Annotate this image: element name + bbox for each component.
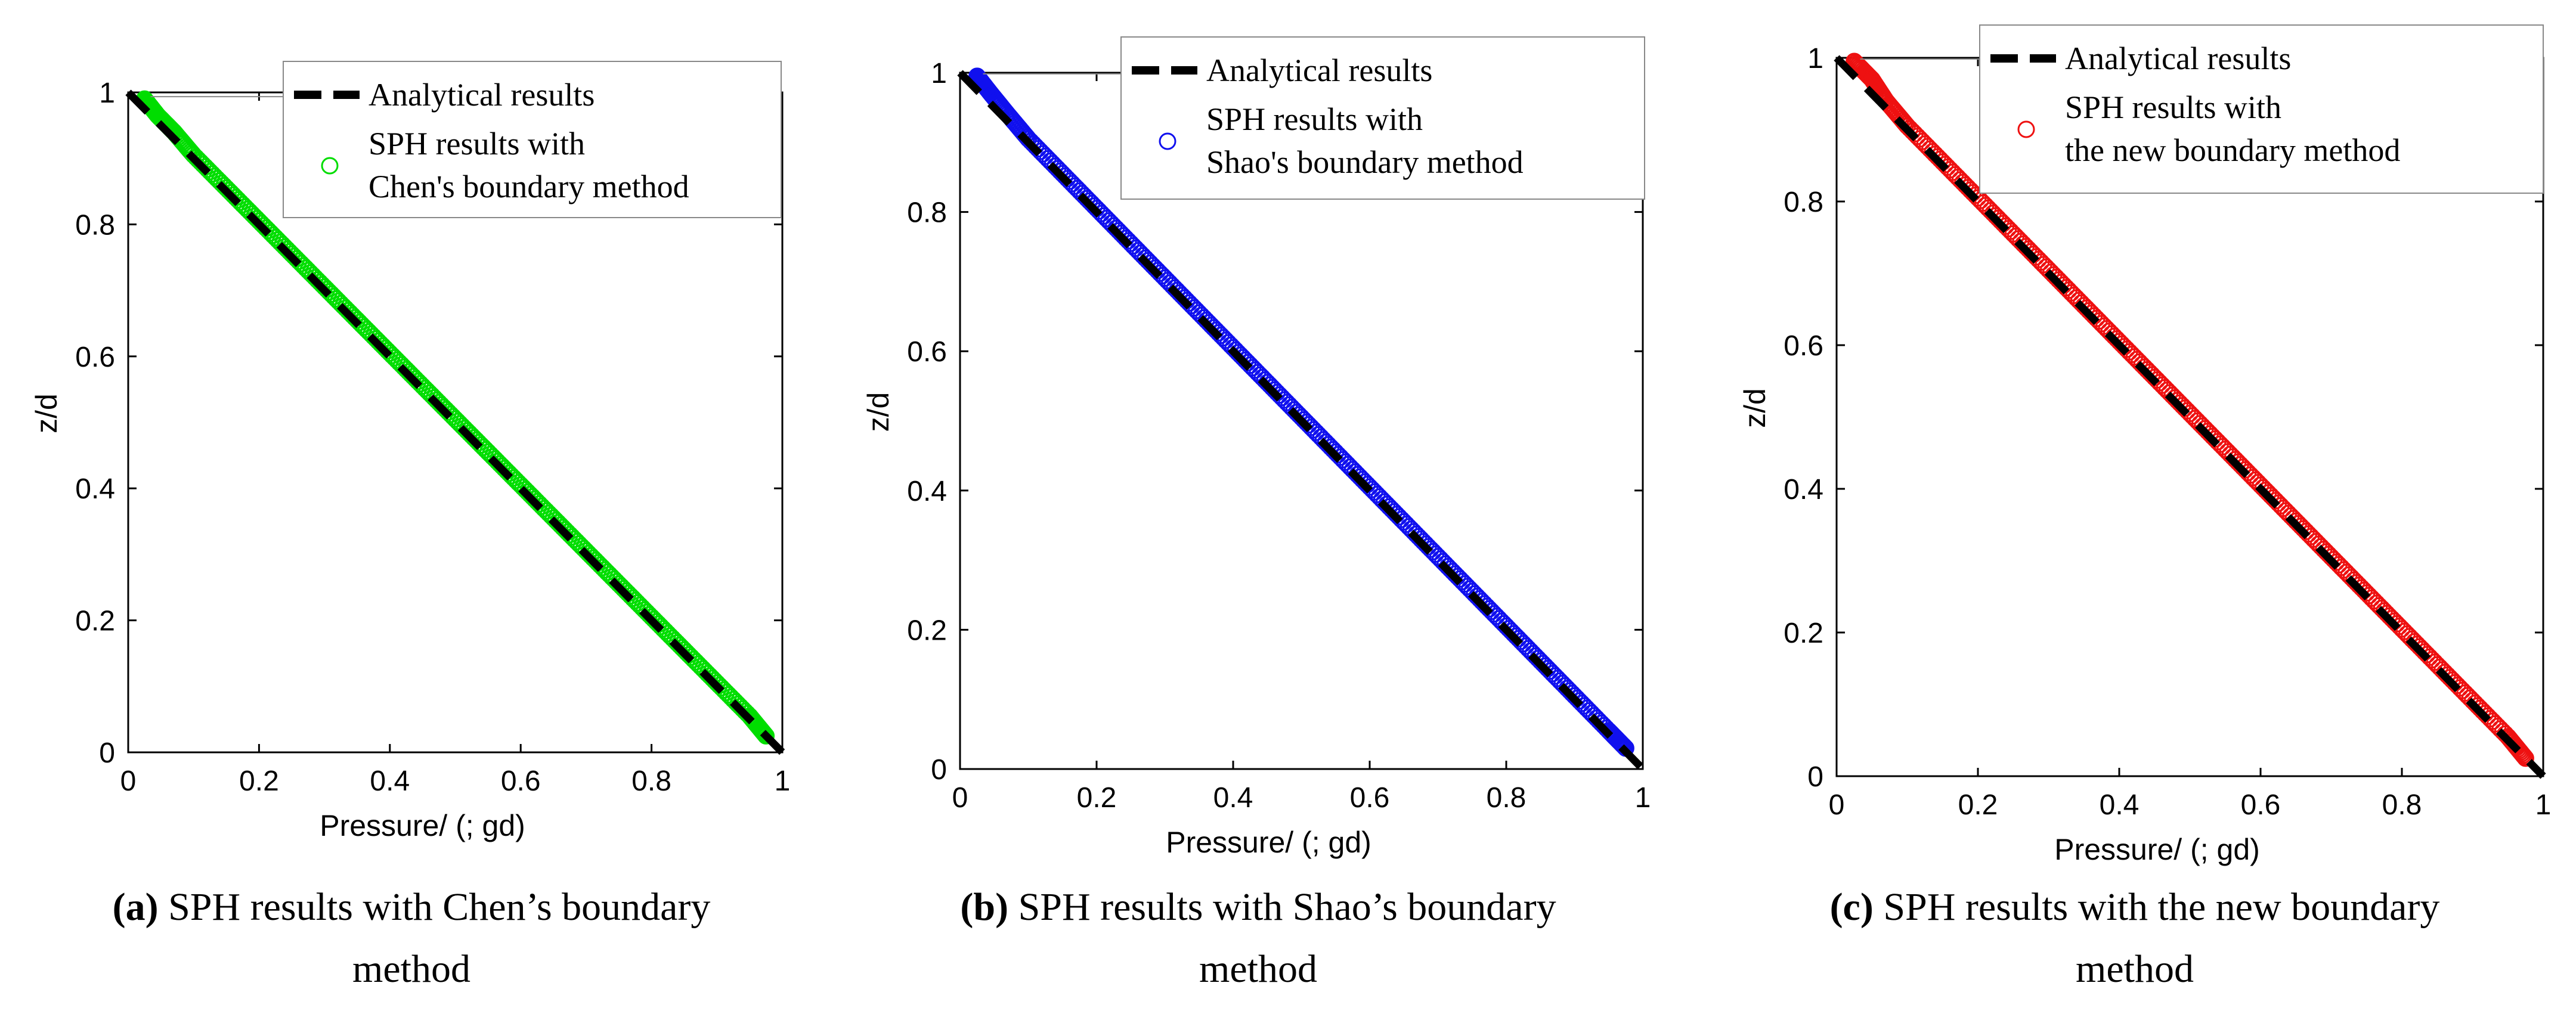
plot-b-xtick-label: 0.4 — [1213, 782, 1253, 814]
plot-b-legend — [1120, 36, 1645, 200]
plot-b-xtick-label: 0 — [952, 782, 968, 814]
plot-a-ytick-label: 0.2 — [75, 606, 115, 637]
plot-c-sph-point — [2516, 749, 2534, 767]
plot-b-xtick-label: 0.2 — [1077, 782, 1117, 814]
caption-c-text: SPH results with the new boundary — [1873, 885, 2440, 929]
plot-b-ytick-label: 0 — [931, 754, 947, 786]
plot-c-ytick-label: 0.4 — [1784, 474, 1823, 506]
caption-b-line2: method — [1199, 947, 1317, 991]
plot-c-xtick-label: 0.2 — [1958, 789, 1998, 821]
plot-a-legend-analytical: Analytical results — [369, 77, 595, 113]
plot-a-xtick-label: 0.6 — [501, 765, 541, 797]
plot-a-xlabel: Pressure/ (; gd) — [320, 809, 525, 842]
plot-c-legend-analytical: Analytical results — [2065, 41, 2291, 76]
caption-a-label: (a) — [112, 885, 159, 929]
plot-c-xtick-label: 0 — [1829, 789, 1845, 821]
caption-a-text: SPH results with Chen’s boundary — [158, 885, 711, 929]
plot-c-sph-point — [2515, 748, 2533, 765]
plot-b-ytick-label: 0.4 — [907, 476, 947, 507]
caption-c-label: (c) — [1829, 885, 1874, 929]
plot-a-ytick-label: 0.4 — [75, 473, 115, 505]
plot-b-ytick-label: 1 — [931, 58, 947, 89]
plot-c-xlabel: Pressure/ (; gd) — [2054, 833, 2260, 866]
plot-a-ytick-label: 0.8 — [75, 209, 115, 241]
caption-b-label: (b) — [960, 885, 1009, 929]
plot-a-sph-point — [757, 727, 775, 745]
plot-c-ytick-label: 0 — [1807, 761, 1823, 793]
caption-a: (a) SPH results with Chen’s boundary met… — [12, 876, 811, 1000]
plot-c-sph-point — [2513, 745, 2531, 762]
plot-a-ylabel: z/d — [30, 393, 63, 433]
plot-a-sph-point — [753, 721, 770, 739]
plot-b-ytick-label: 0.2 — [907, 615, 947, 646]
plot-a-ytick-label: 0 — [99, 737, 115, 769]
plot-a-legend-sph-line1: SPH results with — [369, 126, 585, 162]
plot-a-xtick-label: 0 — [120, 765, 137, 797]
plot-b-ytick-label: 0.8 — [907, 197, 947, 229]
plot-a-legend — [283, 61, 782, 218]
caption-c: (c) SPH results with the new boundary me… — [1735, 876, 2534, 1000]
plot-c-xtick-label: 1 — [2535, 789, 2552, 821]
plot-a-ytick-label: 1 — [99, 77, 115, 109]
plot-a-xtick-label: 0.8 — [631, 765, 671, 797]
plot-b-xtick-label: 1 — [1635, 782, 1651, 814]
plot-c-legend-sph-line2: the new boundary method — [2065, 132, 2400, 168]
plot-b-ytick-label: 0.6 — [907, 336, 947, 368]
plot-c-legend-marker-swatch — [2017, 120, 2035, 138]
caption-c-line2: method — [2076, 947, 2194, 991]
plot-b-analytical-line — [957, 70, 1646, 772]
plot-c-xtick-label: 0.6 — [2241, 789, 2281, 821]
plot-a-xtick-label: 0.4 — [370, 765, 410, 797]
plot-c-xtick-label: 0.8 — [2382, 789, 2422, 821]
plot-b-legend-marker-swatch — [1159, 132, 1176, 150]
plot-b-legend-sph-line2: Shao's boundary method — [1206, 144, 1524, 180]
plot-a-analytical-line — [125, 89, 785, 755]
plot-c-sph-point — [2514, 746, 2532, 764]
plot-c-sph-point — [2512, 743, 2529, 761]
plot-c-legend — [1979, 24, 2544, 194]
plot-c-ylabel: z/d — [1738, 388, 1772, 428]
plot-c-xtick-label: 0.4 — [2100, 789, 2140, 821]
caption-b: (b) SPH results with Shao’s boundary met… — [859, 876, 1658, 1000]
plot-a-legend-box — [283, 61, 782, 218]
plot-a-legend-marker-swatch — [321, 157, 339, 175]
plot-c-analytical-line — [1834, 55, 2546, 779]
plot-c-legend-sph-line1: SPH results with — [2065, 89, 2281, 125]
plot-c-ytick-label: 0.2 — [1784, 618, 1823, 649]
caption-a-line2: method — [352, 947, 470, 991]
plot-b-xtick-label: 0.6 — [1350, 782, 1390, 814]
plot-c-legend-box — [1979, 24, 2544, 194]
plot-a-sph-point — [754, 723, 772, 740]
plot-a-ytick-label: 0.6 — [75, 342, 115, 373]
plot-c-ytick-label: 1 — [1807, 43, 1823, 75]
plot-c-ytick-label: 0.6 — [1784, 330, 1823, 362]
plot-a-sph-point — [756, 726, 774, 743]
plot-b-xtick-label: 0.8 — [1487, 782, 1527, 814]
plot-b-legend-analytical: Analytical results — [1206, 52, 1432, 88]
plot-a-xtick-label: 0.2 — [239, 765, 279, 797]
plot-b-xlabel: Pressure/ (; gd) — [1166, 826, 1371, 859]
plot-c-ytick-label: 0.8 — [1784, 187, 1823, 218]
plot-a-xtick-label: 1 — [775, 765, 791, 797]
plot-b-legend-box — [1120, 36, 1645, 200]
plot-b-ylabel: z/d — [862, 392, 895, 432]
caption-b-text: SPH results with Shao’s boundary — [1008, 885, 1556, 929]
plot-a-legend-sph-line2: Chen's boundary method — [369, 169, 689, 204]
plot-b-legend-sph-line1: SPH results with — [1206, 101, 1423, 137]
plot-a-sph-point — [755, 724, 773, 742]
